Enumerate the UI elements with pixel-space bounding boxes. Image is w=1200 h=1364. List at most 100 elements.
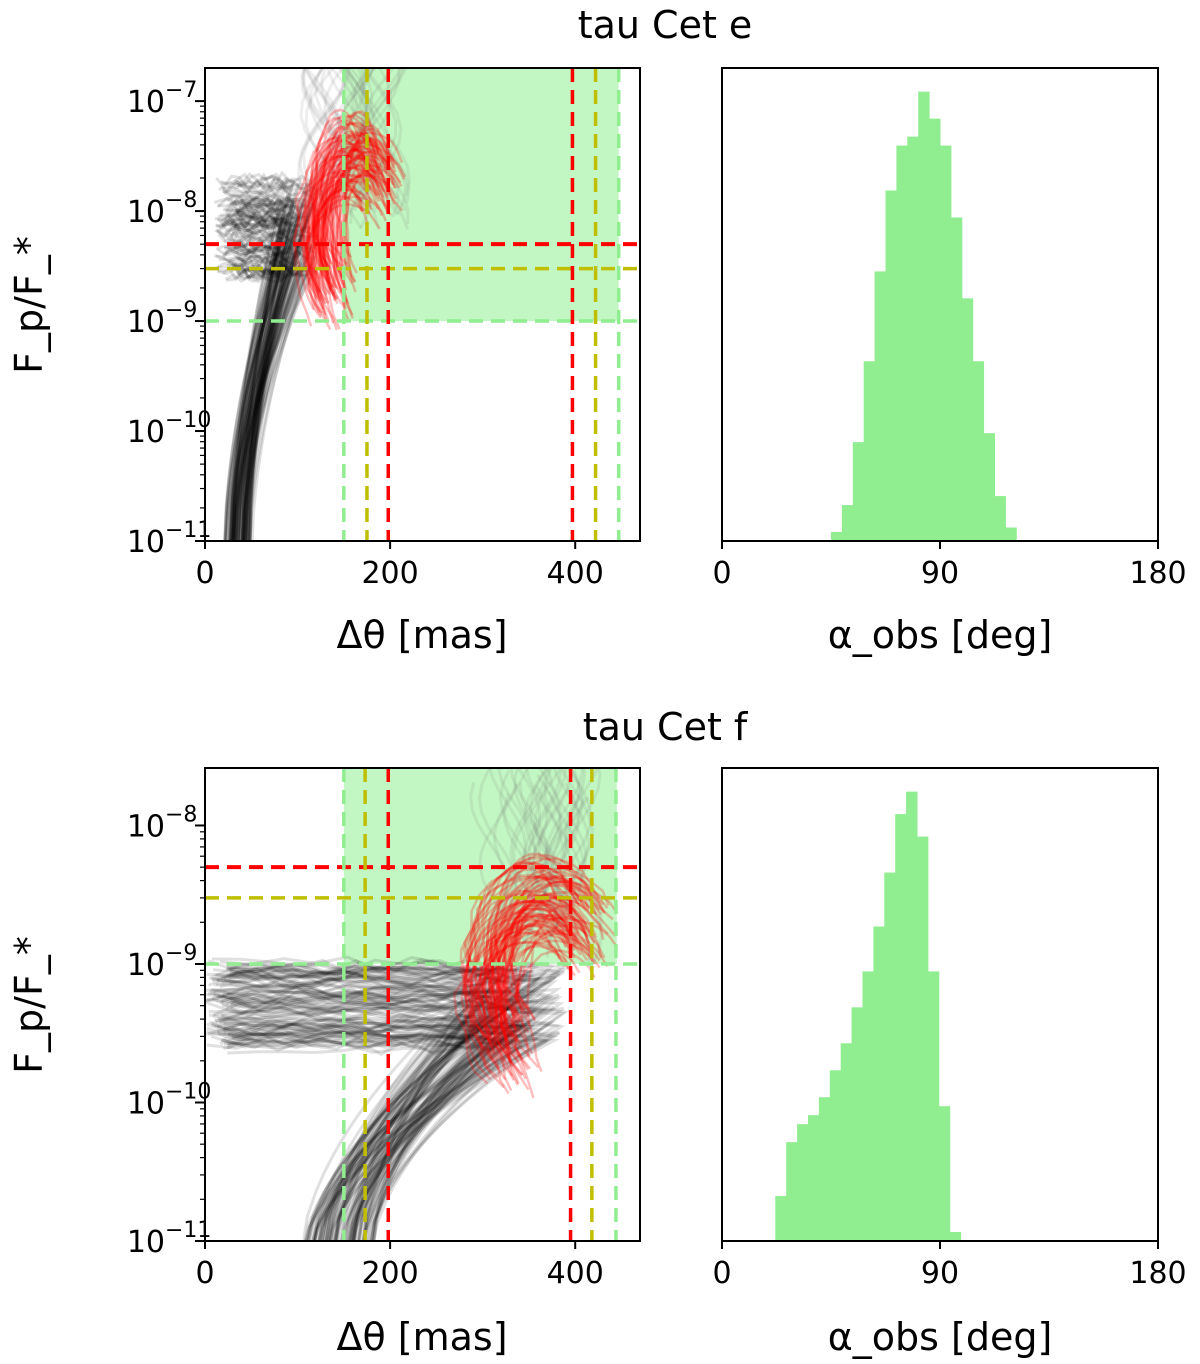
- orbit-track-black: [235, 252, 297, 541]
- orbit-track-red: [494, 912, 567, 1065]
- orbit-track-grey: [522, 774, 563, 942]
- orbit-track-black: [218, 216, 295, 541]
- orbit-track-red: [490, 880, 619, 1022]
- y-tick-label: 10: [127, 85, 165, 120]
- orbit-track-red: [469, 900, 573, 1051]
- orbit-track-black: [223, 1030, 529, 1241]
- orbit-track-grey: [362, 68, 412, 197]
- orbit-track-grey: [543, 768, 584, 912]
- histogram-bar: [775, 1196, 787, 1241]
- orbit-track-black: [224, 245, 317, 541]
- orbit-track-black: [213, 976, 521, 1241]
- orbit-track-black: [216, 244, 293, 541]
- orbit-track-red: [489, 867, 610, 1032]
- orbit-track-red: [495, 884, 607, 1010]
- panel-bottom-right: 0 90 180: [712, 767, 1187, 1291]
- orbit-track-black: [227, 1031, 518, 1241]
- orbit-track-red: [487, 924, 569, 1095]
- orbit-track-red: [322, 163, 401, 268]
- orbit-track-black: [223, 974, 545, 1241]
- orbit-track-black: [219, 1004, 567, 1241]
- orbit-track-black: [211, 996, 510, 1241]
- orbit-track-black: [211, 988, 520, 1241]
- orbit-track-red: [486, 899, 572, 1055]
- histogram-bar: [851, 1007, 863, 1241]
- orbit-track-black: [214, 1016, 566, 1241]
- orbit-track-black: [211, 1022, 518, 1241]
- orbit-track-black: [223, 220, 282, 541]
- orbit-track-black: [223, 1012, 532, 1241]
- orbit-track-black: [230, 228, 319, 541]
- orbit-track-red: [477, 911, 554, 1070]
- y-tick-exponent: −9: [165, 298, 197, 323]
- orbit-track-black: [218, 178, 318, 541]
- orbit-track-black: [222, 184, 299, 541]
- orbit-track-grey: [521, 768, 562, 935]
- orbit-track-red: [322, 122, 379, 289]
- orbit-track-grey: [348, 68, 398, 225]
- orbit-track-red: [321, 141, 395, 256]
- orbit-track-red: [490, 873, 590, 1037]
- orbit-track-black: [221, 243, 284, 541]
- y-tick-label: 10: [127, 415, 165, 450]
- histogram-bar: [896, 145, 908, 541]
- orbit-track-black: [226, 1032, 506, 1241]
- orbit-track-black: [217, 1002, 499, 1241]
- orbit-track-grey: [301, 68, 352, 232]
- y-tick-label: 10: [127, 948, 165, 983]
- orbit-track-black: [218, 217, 293, 541]
- orbit-track-black: [210, 1016, 524, 1241]
- orbit-track-red: [482, 889, 556, 1032]
- orbit-track-black: [230, 172, 311, 541]
- y-tick-label: 10: [127, 525, 165, 560]
- histogram-bar: [938, 1106, 951, 1241]
- orbit-track-black: [231, 1032, 551, 1241]
- orbit-track-black: [222, 240, 291, 541]
- orbit-track-black: [228, 216, 306, 541]
- orbit-track-black: [227, 964, 508, 1241]
- y-tick-exponent: −8: [165, 802, 197, 827]
- orbit-track-red: [480, 928, 561, 1062]
- orbit-track-black: [219, 210, 288, 541]
- orbit-track-black: [231, 209, 295, 541]
- orbit-track-black: [228, 255, 284, 541]
- orbit-track-grey: [525, 768, 565, 918]
- histogram-bar: [916, 836, 929, 1241]
- x-tick-label: 200: [361, 1256, 418, 1291]
- y-tick-exponent: −7: [165, 78, 197, 103]
- orbit-track-black: [227, 181, 309, 541]
- orbit-track-red: [462, 931, 589, 1055]
- orbit-track-red: [303, 195, 369, 319]
- orbit-track-red: [293, 155, 369, 327]
- orbit-track-black: [231, 201, 282, 541]
- orbit-track-red: [503, 912, 574, 1085]
- histogram-bar: [918, 91, 930, 541]
- orbit-track-red: [501, 929, 609, 1091]
- orbit-track-black: [229, 982, 524, 1241]
- orbit-track-red: [307, 154, 386, 316]
- orbit-track-red: [510, 879, 605, 1022]
- orbit-track-grey: [308, 68, 358, 211]
- orbit-track-black: [234, 201, 313, 541]
- orbit-track-black: [224, 232, 308, 541]
- orbit-track-black: [206, 1017, 498, 1241]
- orbit-track-black: [229, 985, 560, 1241]
- orbit-track-black: [221, 217, 297, 541]
- orbit-track-red: [344, 168, 393, 283]
- orbit-track-grey: [308, 68, 358, 197]
- orbit-track-grey: [351, 68, 401, 214]
- orbit-track-red: [324, 164, 382, 299]
- histogram-bar: [863, 361, 876, 541]
- orbit-track-black: [233, 213, 283, 541]
- histogram-bar: [841, 505, 854, 541]
- axes-frame: [204, 767, 641, 1242]
- histogram-bar: [874, 271, 886, 541]
- orbit-track-grey: [326, 68, 371, 204]
- orbit-track-black: [222, 982, 503, 1241]
- orbit-track-grey: [551, 796, 592, 964]
- orbit-track-black: [220, 1038, 532, 1241]
- orbit-track-red: [470, 940, 581, 1079]
- orbit-track-black: [211, 963, 535, 1241]
- orbit-track-black: [223, 963, 565, 1241]
